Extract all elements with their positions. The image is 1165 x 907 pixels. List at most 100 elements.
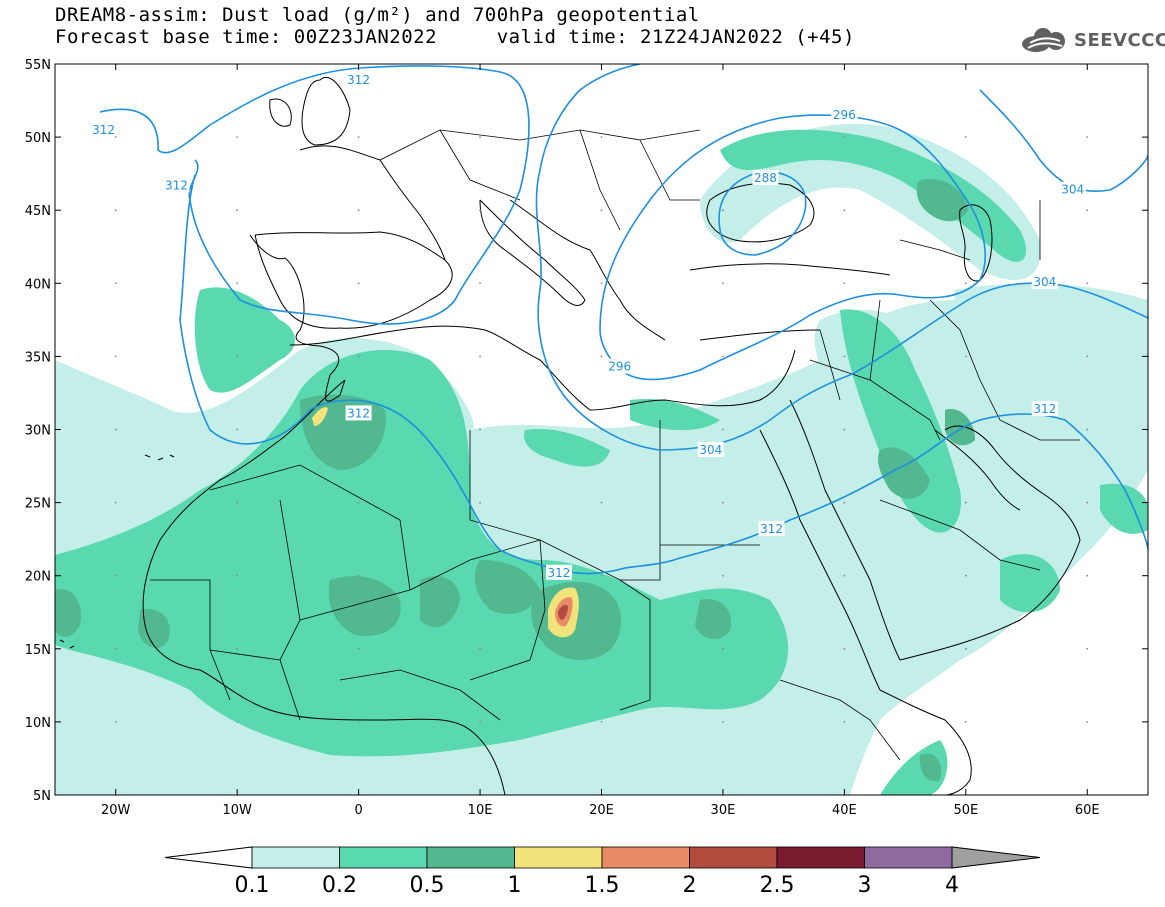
british-isles	[269, 77, 351, 146]
lat-tick-label: 40N	[25, 277, 51, 292]
grid-dot	[964, 574, 967, 577]
colorbar-box	[776, 846, 865, 869]
forecast-time-subtitle: Forecast base time: 00Z23JAN2022 valid t…	[55, 26, 855, 48]
colorbar-box	[251, 846, 340, 869]
grid-dot	[236, 647, 239, 650]
grid-dot	[1086, 721, 1089, 723]
contour-label-bg	[1059, 181, 1086, 197]
grid-dot	[722, 721, 724, 723]
lat-tick-label: 15N	[25, 643, 51, 658]
colorbar-labels: 0.1 0.2 0.5 1 1.5 2 2.5 3 4	[235, 873, 960, 898]
grid-dot	[600, 282, 603, 285]
colorbar-label: 0.1	[235, 873, 270, 898]
grid-dot	[964, 428, 967, 431]
contour-label-bg	[1031, 273, 1058, 289]
lon-tick-label: 60E	[1075, 803, 1100, 818]
grid-dot	[236, 428, 239, 431]
grid-dot	[114, 647, 117, 650]
grid-dot	[843, 428, 846, 431]
grid-dot	[1086, 136, 1089, 139]
grid-dot	[236, 574, 239, 577]
grid-dot	[1086, 209, 1089, 212]
grid-dot	[964, 501, 967, 504]
contour-label: 312	[347, 406, 370, 420]
grid-dot	[114, 574, 117, 577]
lat-tick-label: 55N	[25, 58, 51, 73]
grid-dot	[964, 721, 967, 723]
grid-dot	[236, 355, 239, 358]
contour-296	[599, 114, 986, 381]
colorbar-label: 4	[945, 873, 959, 898]
grid-dot	[236, 209, 239, 212]
grid-dot	[479, 501, 481, 504]
contour-label-bg	[345, 72, 372, 88]
lon-tick-label: 30E	[711, 803, 736, 818]
grid-dot	[843, 721, 846, 723]
italy-coast	[479, 199, 586, 306]
contour-288	[718, 171, 807, 256]
cloud-icon	[1022, 28, 1065, 52]
grid-dot	[722, 209, 724, 212]
colorbar-label: 0.5	[410, 873, 445, 898]
grid-dot	[843, 574, 846, 577]
grid-dot	[236, 136, 239, 139]
grid-dot	[114, 355, 117, 358]
contour-label-bg	[345, 405, 372, 421]
colorbar-label: 2.5	[760, 873, 795, 898]
grid-dot	[722, 501, 724, 504]
colorbar-label: 1	[508, 873, 522, 898]
border-chad-niger	[409, 539, 546, 681]
logo-text: SEEVCCC	[1074, 30, 1165, 51]
grid-dot	[722, 647, 724, 650]
grid-dot	[357, 355, 360, 358]
lon-tick-label: 0	[354, 803, 362, 818]
contour-label-bg	[545, 564, 572, 580]
lon-tick-label: 20W	[101, 803, 131, 818]
contour-label-bg	[606, 358, 633, 374]
lon-tick-label: 40E	[832, 803, 857, 818]
dust-level-2	[558, 604, 568, 620]
colorbar-label: 3	[858, 873, 872, 898]
colorbar-under-arrow	[164, 846, 253, 869]
grid-dot	[964, 355, 967, 358]
grid-dot	[357, 721, 360, 723]
contour-312-north	[99, 65, 530, 325]
contour-labels: 312 312 312 312 312 312 312 296 288 304 304 304 296	[90, 72, 1086, 580]
border-west-africa	[150, 579, 301, 721]
grid-dot	[479, 282, 481, 285]
border-algeria-mali	[209, 464, 411, 621]
grid-dot	[357, 282, 360, 285]
colorbar-box	[514, 846, 603, 869]
colorbar-box	[339, 846, 428, 869]
grid-dot	[722, 136, 724, 139]
red-sea-west-coast	[759, 429, 881, 691]
grid-dot	[236, 501, 239, 504]
grid-dot	[114, 282, 117, 285]
longitude-axis: 20W 10W 0 10E 20E 30E 40E 50E 60E	[101, 64, 1100, 818]
contour-label: 312	[165, 178, 188, 192]
contour-label: 312	[548, 566, 571, 580]
canary-islands	[144, 454, 175, 461]
lon-tick-label: 20E	[589, 803, 614, 818]
contour-label: 312	[760, 522, 783, 536]
grid-dot	[357, 647, 360, 650]
contour-label-bg	[752, 170, 779, 186]
dust-fields	[55, 123, 1148, 795]
grid-dot	[114, 209, 117, 212]
lat-tick-label: 10N	[25, 716, 51, 731]
grid-dot	[357, 501, 360, 504]
grid-dot	[479, 428, 481, 431]
grid-dot	[357, 428, 360, 431]
border-nigeria	[339, 669, 501, 721]
grid-dot	[1086, 428, 1089, 431]
grid-dot	[1086, 282, 1089, 285]
colorbar-box	[689, 846, 778, 869]
grid-dot	[843, 501, 846, 504]
grid-dot	[600, 136, 603, 139]
grid-dot	[600, 574, 603, 577]
iberia-coast	[254, 231, 453, 329]
grid-dot	[114, 721, 117, 723]
grid-dot	[722, 428, 724, 431]
colorbar-box	[426, 846, 515, 869]
